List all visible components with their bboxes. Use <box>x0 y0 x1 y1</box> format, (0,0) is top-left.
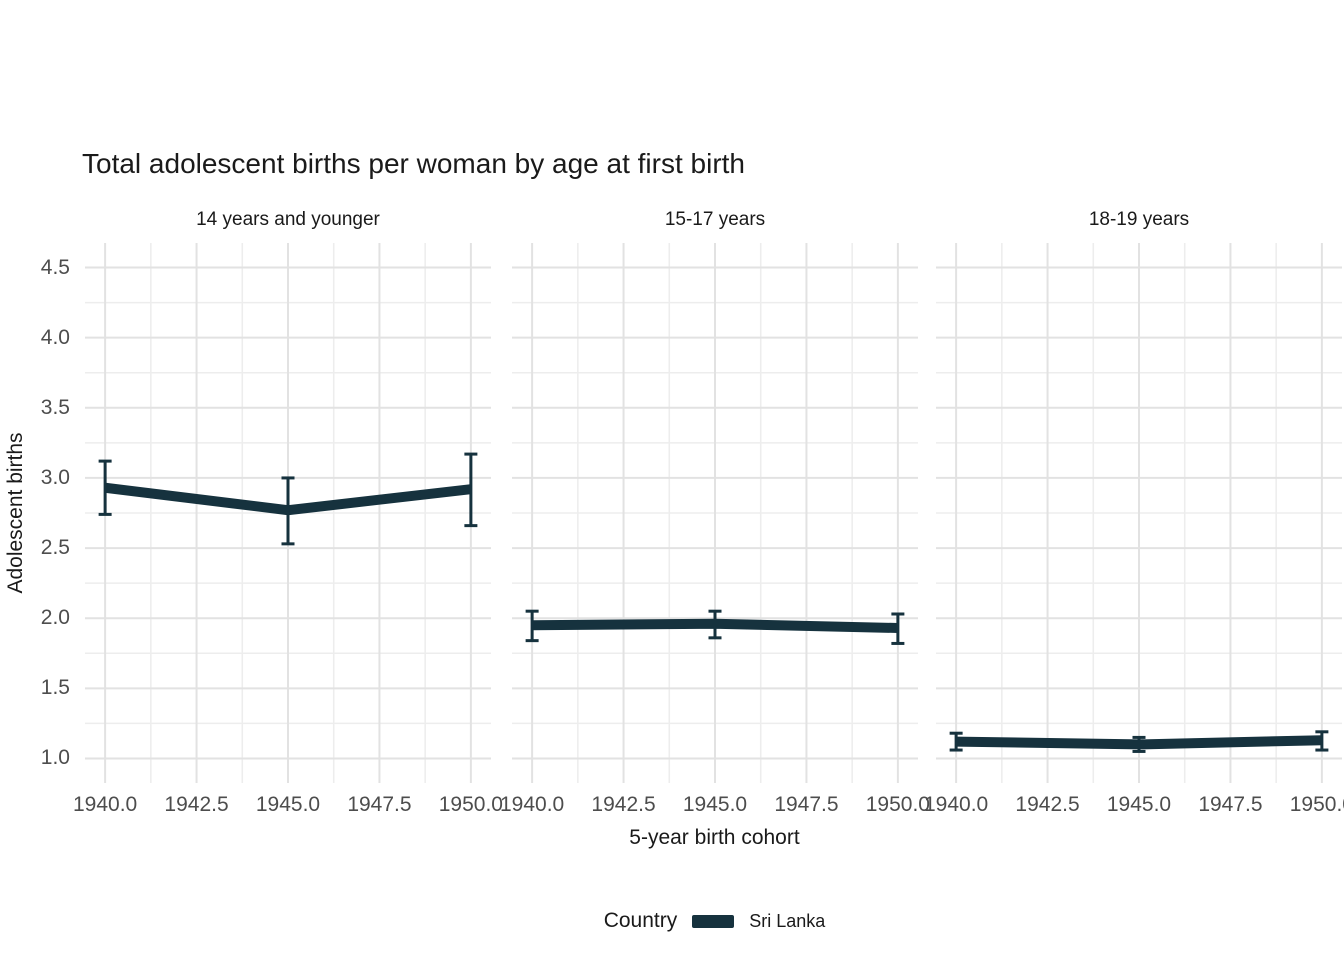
y-tick-label: 3.5 <box>40 395 70 419</box>
x-tick-label: 1945.0 <box>682 793 748 816</box>
x-tick-label: 1950.0 <box>438 793 503 816</box>
facet-panel <box>936 243 1342 788</box>
panel-svg <box>85 243 491 783</box>
x-tick-label: 1950.0 <box>865 793 930 816</box>
series-line <box>956 735 1322 750</box>
x-tick-label: 1940.0 <box>72 793 138 816</box>
facet-panel <box>85 243 491 788</box>
facet-strip-label: 18-19 years <box>1088 209 1190 230</box>
series-line <box>104 482 472 516</box>
x-axis-title: 5-year birth cohort <box>629 826 800 849</box>
y-tick-label: 2.0 <box>40 606 70 630</box>
x-tick-label: 1942.5 <box>591 793 656 816</box>
facet-panel <box>512 243 918 788</box>
chart-title: Total adolescent births per woman by age… <box>82 148 746 179</box>
x-tick-label: 1942.5 <box>164 793 229 816</box>
x-tick-label: 1950.0 <box>1289 793 1344 816</box>
x-tick-label: 1940.0 <box>923 793 989 816</box>
legend-entry-label: Sri Lanka <box>749 910 826 931</box>
series-line <box>532 618 898 634</box>
legend-title: Country <box>603 909 678 932</box>
y-tick-label: 4.0 <box>40 325 70 349</box>
y-tick-label: 4.5 <box>40 255 70 279</box>
panel-svg <box>512 243 918 783</box>
x-tick-label: 1940.0 <box>499 793 565 816</box>
facet-strip-label: 15-17 years <box>664 209 766 230</box>
x-tick-label: 1947.5 <box>774 793 839 816</box>
y-tick-label: 2.5 <box>40 536 70 560</box>
x-tick-label: 1945.0 <box>1106 793 1172 816</box>
y-tick-label: 3.0 <box>40 465 70 489</box>
panel-svg <box>936 243 1342 783</box>
y-tick-label: 1.5 <box>40 676 70 700</box>
y-axis-title: Adolescent births <box>4 432 27 594</box>
legend: Country Sri Lanka <box>85 903 1344 939</box>
x-tick-label: 1947.5 <box>347 793 412 816</box>
x-tick-label: 1947.5 <box>1198 793 1263 816</box>
x-tick-label: 1942.5 <box>1015 793 1080 816</box>
legend-line-swatch <box>692 914 735 928</box>
x-tick-label: 1945.0 <box>255 793 321 816</box>
y-tick-label: 1.0 <box>40 746 70 770</box>
facet-strip-label: 14 years and younger <box>196 209 380 230</box>
